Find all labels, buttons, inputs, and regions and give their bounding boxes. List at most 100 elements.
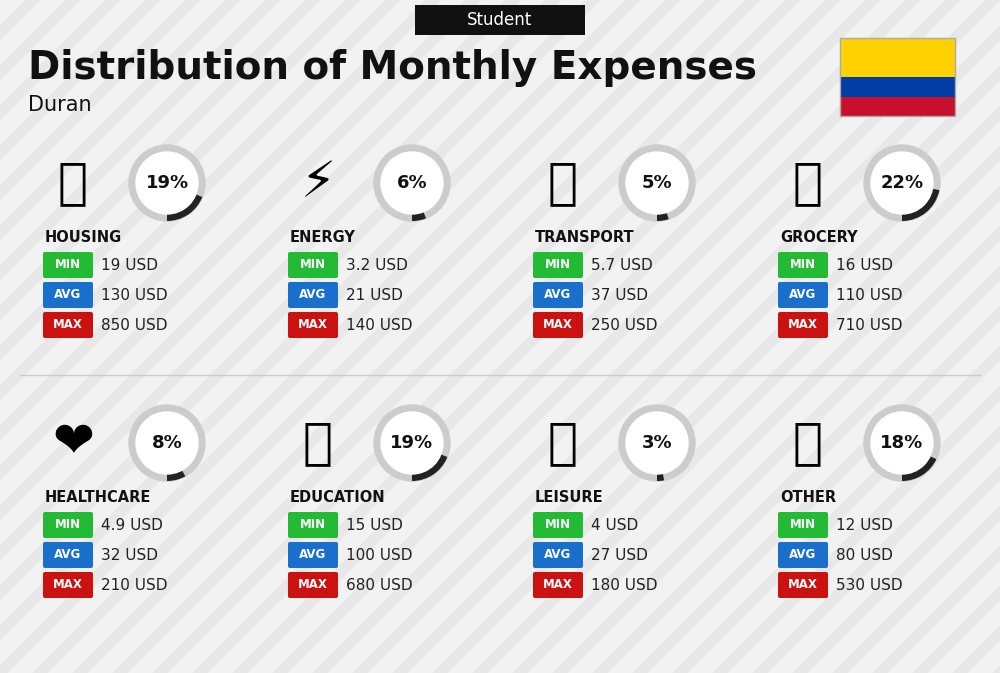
Text: HOUSING: HOUSING bbox=[45, 230, 122, 246]
Text: 80 USD: 80 USD bbox=[836, 548, 893, 563]
Text: 250 USD: 250 USD bbox=[591, 318, 658, 332]
Circle shape bbox=[381, 152, 443, 214]
Text: AVG: AVG bbox=[54, 289, 82, 302]
Circle shape bbox=[626, 152, 688, 214]
Circle shape bbox=[374, 145, 450, 221]
Circle shape bbox=[871, 152, 933, 214]
Circle shape bbox=[381, 412, 443, 474]
Circle shape bbox=[136, 412, 198, 474]
Wedge shape bbox=[902, 443, 936, 481]
Text: 🏢: 🏢 bbox=[58, 159, 88, 207]
Text: LEISURE: LEISURE bbox=[535, 491, 604, 505]
FancyBboxPatch shape bbox=[840, 38, 955, 77]
FancyBboxPatch shape bbox=[415, 5, 585, 35]
Text: ⚡: ⚡ bbox=[300, 159, 336, 207]
Text: ❤: ❤ bbox=[52, 419, 94, 467]
FancyBboxPatch shape bbox=[840, 77, 955, 96]
Text: TRANSPORT: TRANSPORT bbox=[535, 230, 635, 246]
Text: AVG: AVG bbox=[544, 289, 572, 302]
Text: 💰: 💰 bbox=[793, 419, 823, 467]
Text: MIN: MIN bbox=[55, 258, 81, 271]
Wedge shape bbox=[167, 183, 202, 221]
Text: MAX: MAX bbox=[298, 318, 328, 332]
Text: MIN: MIN bbox=[790, 518, 816, 532]
Wedge shape bbox=[412, 183, 426, 221]
Text: 18%: 18% bbox=[880, 434, 924, 452]
FancyBboxPatch shape bbox=[288, 252, 338, 278]
Text: 180 USD: 180 USD bbox=[591, 577, 658, 592]
Text: HEALTHCARE: HEALTHCARE bbox=[45, 491, 151, 505]
Text: 710 USD: 710 USD bbox=[836, 318, 902, 332]
Wedge shape bbox=[412, 443, 447, 481]
Text: AVG: AVG bbox=[299, 289, 327, 302]
FancyBboxPatch shape bbox=[533, 252, 583, 278]
Text: EDUCATION: EDUCATION bbox=[290, 491, 386, 505]
Text: OTHER: OTHER bbox=[780, 491, 836, 505]
FancyBboxPatch shape bbox=[778, 542, 828, 568]
FancyBboxPatch shape bbox=[778, 282, 828, 308]
Text: GROCERY: GROCERY bbox=[780, 230, 858, 246]
Text: 3.2 USD: 3.2 USD bbox=[346, 258, 408, 273]
Text: 12 USD: 12 USD bbox=[836, 518, 893, 532]
Text: 4 USD: 4 USD bbox=[591, 518, 638, 532]
Circle shape bbox=[864, 405, 940, 481]
FancyBboxPatch shape bbox=[533, 312, 583, 338]
Text: 21 USD: 21 USD bbox=[346, 287, 403, 302]
Circle shape bbox=[619, 145, 695, 221]
FancyBboxPatch shape bbox=[288, 512, 338, 538]
Text: MAX: MAX bbox=[543, 579, 573, 592]
FancyBboxPatch shape bbox=[288, 282, 338, 308]
Text: 130 USD: 130 USD bbox=[101, 287, 168, 302]
Circle shape bbox=[871, 412, 933, 474]
FancyBboxPatch shape bbox=[43, 252, 93, 278]
Circle shape bbox=[136, 152, 198, 214]
FancyBboxPatch shape bbox=[533, 542, 583, 568]
Text: 🛒: 🛒 bbox=[793, 159, 823, 207]
Text: 🚌: 🚌 bbox=[548, 159, 578, 207]
Text: 5%: 5% bbox=[642, 174, 672, 192]
Wedge shape bbox=[902, 183, 939, 221]
FancyBboxPatch shape bbox=[43, 542, 93, 568]
Text: MAX: MAX bbox=[788, 318, 818, 332]
Text: 22%: 22% bbox=[880, 174, 924, 192]
Text: MIN: MIN bbox=[55, 518, 81, 532]
Text: AVG: AVG bbox=[789, 289, 817, 302]
Wedge shape bbox=[657, 183, 669, 221]
FancyBboxPatch shape bbox=[43, 282, 93, 308]
Circle shape bbox=[374, 405, 450, 481]
Text: MAX: MAX bbox=[53, 318, 83, 332]
Text: MIN: MIN bbox=[300, 258, 326, 271]
Text: 🎓: 🎓 bbox=[303, 419, 333, 467]
Text: AVG: AVG bbox=[789, 548, 817, 561]
Text: Student: Student bbox=[467, 11, 533, 29]
Text: 27 USD: 27 USD bbox=[591, 548, 648, 563]
Text: ENERGY: ENERGY bbox=[290, 230, 356, 246]
FancyBboxPatch shape bbox=[778, 512, 828, 538]
Text: 680 USD: 680 USD bbox=[346, 577, 413, 592]
Text: 6%: 6% bbox=[397, 174, 427, 192]
FancyBboxPatch shape bbox=[288, 542, 338, 568]
Text: 140 USD: 140 USD bbox=[346, 318, 413, 332]
Text: 16 USD: 16 USD bbox=[836, 258, 893, 273]
Text: MAX: MAX bbox=[543, 318, 573, 332]
Text: AVG: AVG bbox=[54, 548, 82, 561]
FancyBboxPatch shape bbox=[43, 512, 93, 538]
Text: MAX: MAX bbox=[788, 579, 818, 592]
FancyBboxPatch shape bbox=[778, 572, 828, 598]
FancyBboxPatch shape bbox=[840, 96, 955, 116]
Text: 8%: 8% bbox=[152, 434, 182, 452]
Text: Duran: Duran bbox=[28, 95, 92, 115]
Text: MAX: MAX bbox=[298, 579, 328, 592]
Text: MIN: MIN bbox=[790, 258, 816, 271]
Text: 110 USD: 110 USD bbox=[836, 287, 902, 302]
FancyBboxPatch shape bbox=[43, 312, 93, 338]
Circle shape bbox=[129, 145, 205, 221]
Text: 850 USD: 850 USD bbox=[101, 318, 168, 332]
FancyBboxPatch shape bbox=[533, 512, 583, 538]
FancyBboxPatch shape bbox=[778, 252, 828, 278]
Text: 15 USD: 15 USD bbox=[346, 518, 403, 532]
Text: MIN: MIN bbox=[545, 518, 571, 532]
FancyBboxPatch shape bbox=[778, 312, 828, 338]
FancyBboxPatch shape bbox=[533, 572, 583, 598]
FancyBboxPatch shape bbox=[288, 312, 338, 338]
